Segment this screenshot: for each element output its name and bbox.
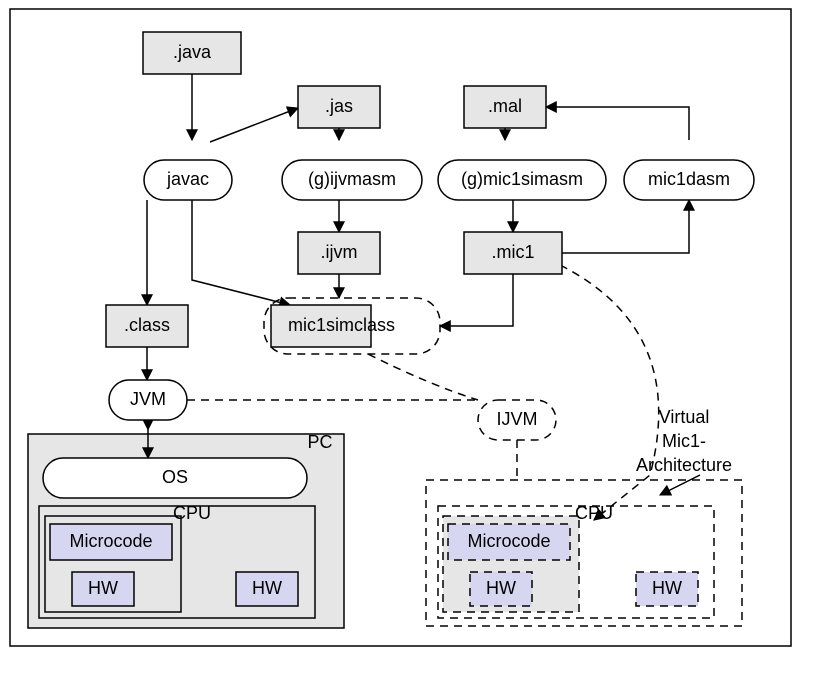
edge-mic1-mic1dasm bbox=[562, 200, 689, 253]
label-hw1: HW bbox=[88, 578, 118, 598]
label-hw4: HW bbox=[652, 578, 682, 598]
label-class: .class bbox=[124, 315, 170, 335]
node-hw4: HW bbox=[636, 572, 698, 606]
node-microcode2: Microcode bbox=[448, 524, 570, 560]
node-os: OS bbox=[43, 458, 307, 498]
edge-javac-mic1sim bbox=[192, 200, 290, 305]
label-class2: .class bbox=[349, 315, 395, 335]
label-mic1: .mic1 bbox=[491, 242, 534, 262]
label-jas: .jas bbox=[325, 96, 353, 116]
edge-annot-vpc bbox=[660, 475, 700, 495]
edge-mic1sim_enc-ijvm2 bbox=[368, 354, 478, 400]
node-annot2: Mic1- bbox=[662, 431, 706, 451]
label-jvm: JVM bbox=[130, 389, 166, 409]
node-class2: .class bbox=[349, 315, 395, 335]
node-mic1dasm: mic1dasm bbox=[624, 160, 754, 200]
edge-mic1-mic1sim bbox=[440, 274, 513, 326]
label-mic1sim: mic1sim bbox=[288, 315, 354, 335]
label-microcode2: Microcode bbox=[467, 531, 550, 551]
node-hw1: HW bbox=[72, 572, 134, 606]
label-annot3: Architecture bbox=[636, 455, 732, 475]
label-hw3: HW bbox=[486, 578, 516, 598]
node-annot1: Virtual bbox=[659, 407, 710, 427]
node-jas: .jas bbox=[298, 86, 380, 128]
label-mic1dasm: mic1dasm bbox=[648, 169, 730, 189]
node-hw2: HW bbox=[236, 572, 298, 606]
label-annot1: Virtual bbox=[659, 407, 710, 427]
node-mic1simasm: (g)mic1simasm bbox=[438, 160, 606, 200]
edge-javac-jas bbox=[210, 108, 298, 142]
label-ijvm: .ijvm bbox=[321, 242, 358, 262]
node-javac: javac bbox=[144, 160, 232, 200]
node-ijvm: .ijvm bbox=[298, 232, 380, 274]
label-annot2: Mic1- bbox=[662, 431, 706, 451]
node-ijvmasm: (g)ijvmasm bbox=[282, 160, 422, 200]
node-cpu_label: CPU bbox=[173, 503, 211, 523]
node-hw3: HW bbox=[470, 572, 532, 606]
node-microcode: Microcode bbox=[50, 524, 172, 560]
label-pc_label: PC bbox=[307, 432, 332, 452]
node-cpu2_label: CPU bbox=[575, 503, 613, 523]
edge-mic1dasm-mal bbox=[546, 107, 689, 140]
node-mic1: .mic1 bbox=[464, 232, 562, 274]
label-cpu2_label: CPU bbox=[575, 503, 613, 523]
node-mal: .mal bbox=[464, 86, 546, 128]
node-class: .class bbox=[106, 305, 188, 347]
label-cpu_label: CPU bbox=[173, 503, 211, 523]
label-javac: javac bbox=[166, 169, 209, 189]
label-ijvmasm: (g)ijvmasm bbox=[308, 169, 396, 189]
label-mic1simasm: (g)mic1simasm bbox=[461, 169, 583, 189]
edge-mic1-microcode2 bbox=[560, 265, 659, 520]
label-java: .java bbox=[173, 42, 212, 62]
node-java: .java bbox=[143, 32, 241, 74]
label-mal: .mal bbox=[488, 96, 522, 116]
node-ijvm2: IJVM bbox=[478, 400, 556, 440]
node-pc_label: PC bbox=[307, 432, 332, 452]
label-ijvm2: IJVM bbox=[496, 409, 537, 429]
label-os: OS bbox=[162, 467, 188, 487]
node-jvm: JVM bbox=[109, 380, 187, 420]
node-annot3: Architecture bbox=[636, 455, 732, 475]
label-hw2: HW bbox=[252, 578, 282, 598]
label-microcode: Microcode bbox=[69, 531, 152, 551]
